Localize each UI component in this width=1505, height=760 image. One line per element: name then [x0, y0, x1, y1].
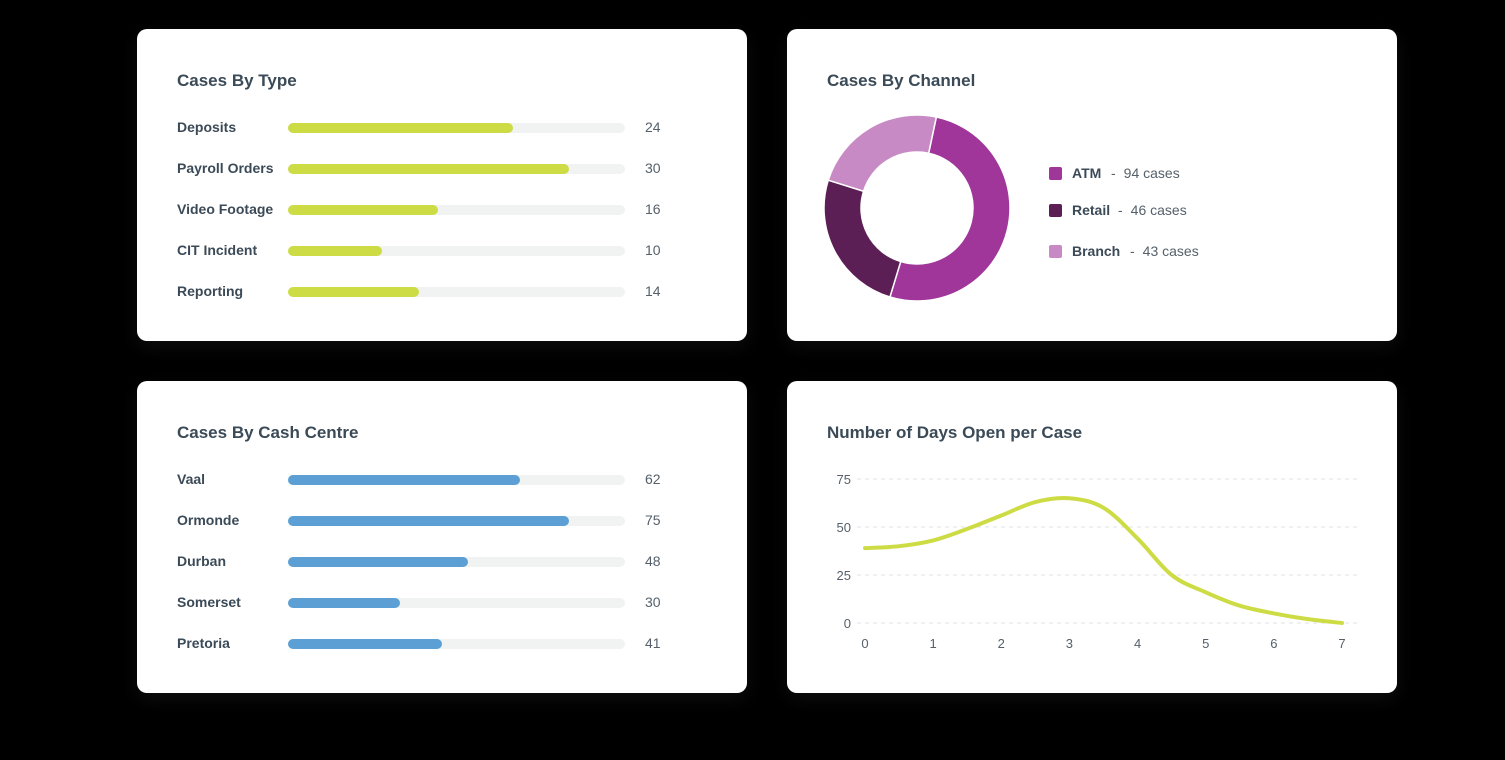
centre-row-pretoria: Pretoria 41: [177, 633, 677, 653]
centre-label: Durban: [177, 553, 226, 569]
centre-value: 41: [645, 635, 661, 651]
type-row-cit-incident: CIT Incident 10: [177, 240, 677, 260]
centre-bar: [288, 598, 400, 608]
type-bar: [288, 246, 382, 256]
centre-value: 30: [645, 594, 661, 610]
type-label: Reporting: [177, 283, 244, 299]
donut-slice-branch: [827, 114, 938, 193]
centre-label: Ormonde: [177, 512, 240, 528]
type-bar: [288, 287, 419, 297]
legend-separator: -: [1130, 243, 1135, 259]
cases-by-type-title: Cases By Type: [177, 71, 297, 90]
centre-label: Vaal: [177, 471, 206, 487]
type-label: CIT Incident: [177, 242, 258, 258]
centre-row-durban: Durban 48: [177, 551, 677, 571]
legend-count: 46 cases: [1130, 202, 1187, 218]
legend-separator: -: [1118, 202, 1123, 218]
legend-name: Retail: [1072, 202, 1111, 218]
legend-swatch: [1049, 204, 1062, 217]
cases-by-channel-title: Cases By Channel: [827, 71, 976, 90]
legend-separator: -: [1111, 165, 1116, 181]
centre-value: 62: [645, 471, 661, 487]
y-tick-label: 75: [837, 472, 851, 487]
type-row-deposits: Deposits 24: [177, 117, 677, 137]
centre-value: 48: [645, 553, 661, 569]
y-tick-label: 25: [837, 568, 851, 583]
type-value: 16: [645, 201, 661, 217]
type-value: 10: [645, 242, 661, 258]
centre-track: [288, 516, 625, 526]
type-track: [288, 164, 625, 174]
type-row-reporting: Reporting 14: [177, 281, 677, 301]
legend-item-atm: ATM -94 cases: [1049, 164, 1309, 184]
type-bar: [288, 164, 569, 174]
type-row-payroll-orders: Payroll Orders 30: [177, 158, 677, 178]
cases-by-cash-centre-title: Cases By Cash Centre: [177, 423, 359, 442]
x-tick-label: 2: [998, 636, 1005, 651]
x-tick-label: 4: [1134, 636, 1141, 651]
centre-track: [288, 639, 625, 649]
legend-swatch: [1049, 167, 1062, 180]
legend-item-retail: Retail -46 cases: [1049, 201, 1309, 221]
type-row-video-footage: Video Footage 16: [177, 199, 677, 219]
type-label: Deposits: [177, 119, 237, 135]
x-tick-label: 6: [1270, 636, 1277, 651]
legend-count: 43 cases: [1142, 243, 1199, 259]
x-tick-label: 1: [930, 636, 937, 651]
centre-track: [288, 475, 625, 485]
legend-name: ATM: [1072, 165, 1102, 181]
centre-label: Pretoria: [177, 635, 230, 651]
legend-swatch: [1049, 245, 1062, 258]
legend-count: 94 cases: [1123, 165, 1180, 181]
centre-value: 75: [645, 512, 661, 528]
days-open-line-chart: 0 25 50 75 0 1 2 3 4 5 6 7: [837, 472, 1357, 651]
legend-name: Branch: [1072, 243, 1121, 259]
centre-bar: [288, 516, 569, 526]
centre-bar: [288, 639, 442, 649]
centre-label: Somerset: [177, 594, 241, 610]
type-track: [288, 123, 625, 133]
x-tick-label: 0: [861, 636, 868, 651]
type-track: [288, 205, 625, 215]
type-value: 14: [645, 283, 661, 299]
legend-item-branch: Branch -43 cases: [1049, 242, 1309, 262]
centre-bar: [288, 475, 520, 485]
type-track: [288, 246, 625, 256]
centre-row-vaal: Vaal 62: [177, 469, 677, 489]
type-bar: [288, 123, 513, 133]
days-open-card: Number of Days Open per Case 0 25 50 75 0 1 2 3…: [787, 381, 1397, 693]
days-open-title: Number of Days Open per Case: [827, 423, 1083, 442]
y-tick-label: 0: [844, 616, 851, 631]
centre-row-ormonde: Ormonde 75: [177, 510, 677, 530]
days-open-series-line: [863, 495, 1344, 625]
donut-slice-atm: [889, 116, 1011, 302]
type-value: 24: [645, 119, 661, 135]
channel-donut-chart: [823, 114, 1011, 302]
type-bar: [288, 205, 438, 215]
y-tick-label: 50: [837, 520, 851, 535]
type-value: 30: [645, 160, 661, 176]
type-track: [288, 287, 625, 297]
x-tick-label: 5: [1202, 636, 1209, 651]
donut-slice-retail: [823, 179, 902, 298]
cases-by-type-card: Cases By Type Deposits 24 Payroll Orders 30…: [137, 29, 747, 341]
centre-row-somerset: Somerset 30: [177, 592, 677, 612]
type-label: Video Footage: [177, 201, 274, 217]
x-tick-label: 7: [1338, 636, 1345, 651]
centre-bar: [288, 557, 468, 567]
centre-track: [288, 557, 625, 567]
cases-by-channel-card: Cases By Channel ATM -94 cases Retail -46 c…: [787, 29, 1397, 341]
x-tick-label: 3: [1066, 636, 1073, 651]
type-label: Payroll Orders: [177, 160, 274, 176]
cases-by-cash-centre-card: Cases By Cash Centre Vaal 62 Ormonde 75 Durb…: [137, 381, 747, 693]
centre-track: [288, 598, 625, 608]
